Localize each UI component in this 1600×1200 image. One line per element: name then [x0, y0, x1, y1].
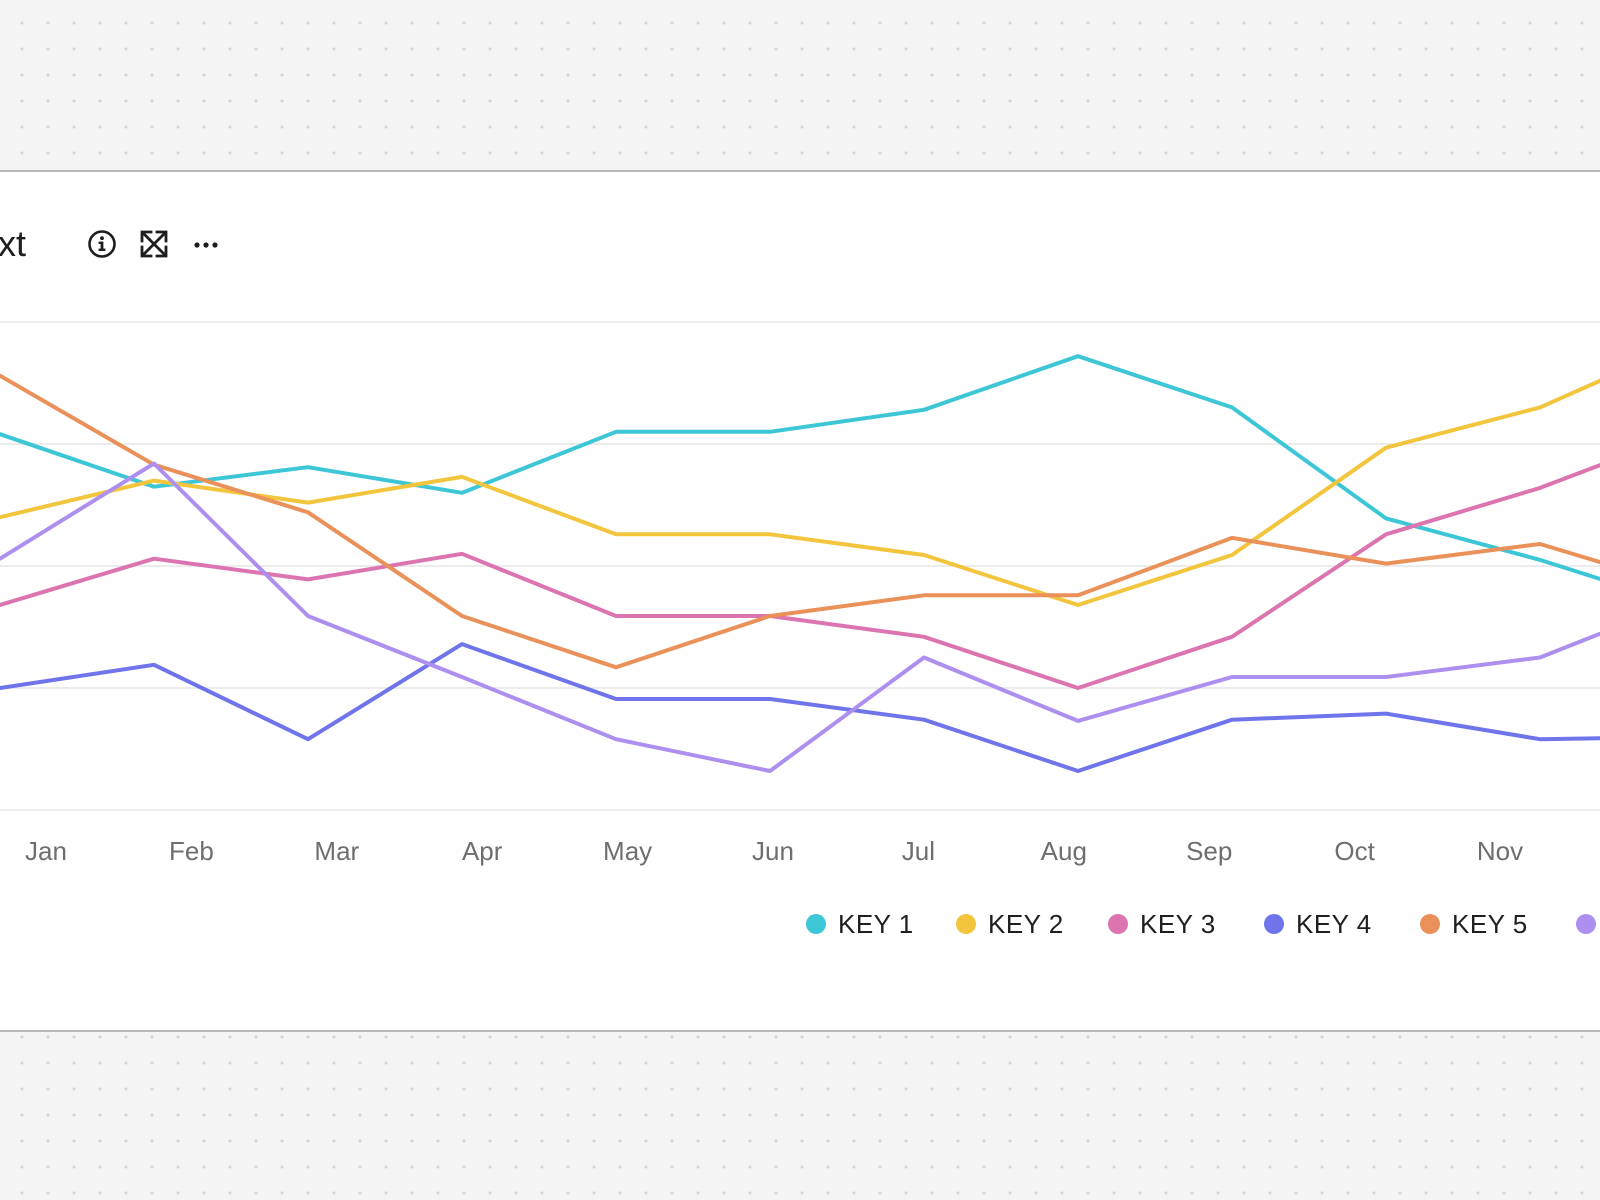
legend-label: KEY 4 — [1296, 909, 1372, 939]
legend-label: KEY 2 — [988, 909, 1064, 939]
x-tick-label: Jul — [902, 836, 935, 866]
line-chart: JanFebMarAprMayJunJulAugSepOctNovDec — [0, 321, 1600, 866]
expand-arrows-icon[interactable] — [138, 228, 170, 260]
legend-label: KEY 1 — [838, 909, 914, 939]
x-tick-label: Sep — [1186, 836, 1232, 866]
card-title: Text — [0, 223, 27, 264]
series-line-key-2 — [0, 378, 1600, 607]
x-tick-label: Aug — [1041, 836, 1087, 866]
x-tick-label: Feb — [169, 836, 214, 866]
more-horizontal-icon[interactable] — [190, 228, 222, 260]
x-tick-label: Jun — [752, 836, 794, 866]
series-line-key-5 — [0, 373, 1600, 670]
x-tick-label: Nov — [1477, 836, 1523, 866]
series-line-key-4 — [0, 642, 1600, 773]
legend-swatch — [1420, 914, 1440, 934]
info-circle-icon[interactable] — [86, 228, 118, 260]
series-line-key-3 — [0, 462, 1600, 690]
x-tick-label: Mar — [314, 836, 359, 866]
legend-label: KEY 3 — [1140, 909, 1216, 939]
legend-swatch — [1576, 914, 1596, 934]
x-tick-label: Oct — [1334, 836, 1375, 866]
series-line-key-6 — [0, 461, 1600, 773]
legend-swatch — [1108, 914, 1128, 934]
x-tick-label: Apr — [462, 836, 503, 866]
x-tick-label: May — [603, 836, 652, 866]
legend-swatch — [956, 914, 976, 934]
legend-swatch — [806, 914, 826, 934]
legend-label: KEY 5 — [1452, 909, 1528, 939]
legend-swatch — [1264, 914, 1284, 934]
x-tick-label: Jan — [25, 836, 67, 866]
